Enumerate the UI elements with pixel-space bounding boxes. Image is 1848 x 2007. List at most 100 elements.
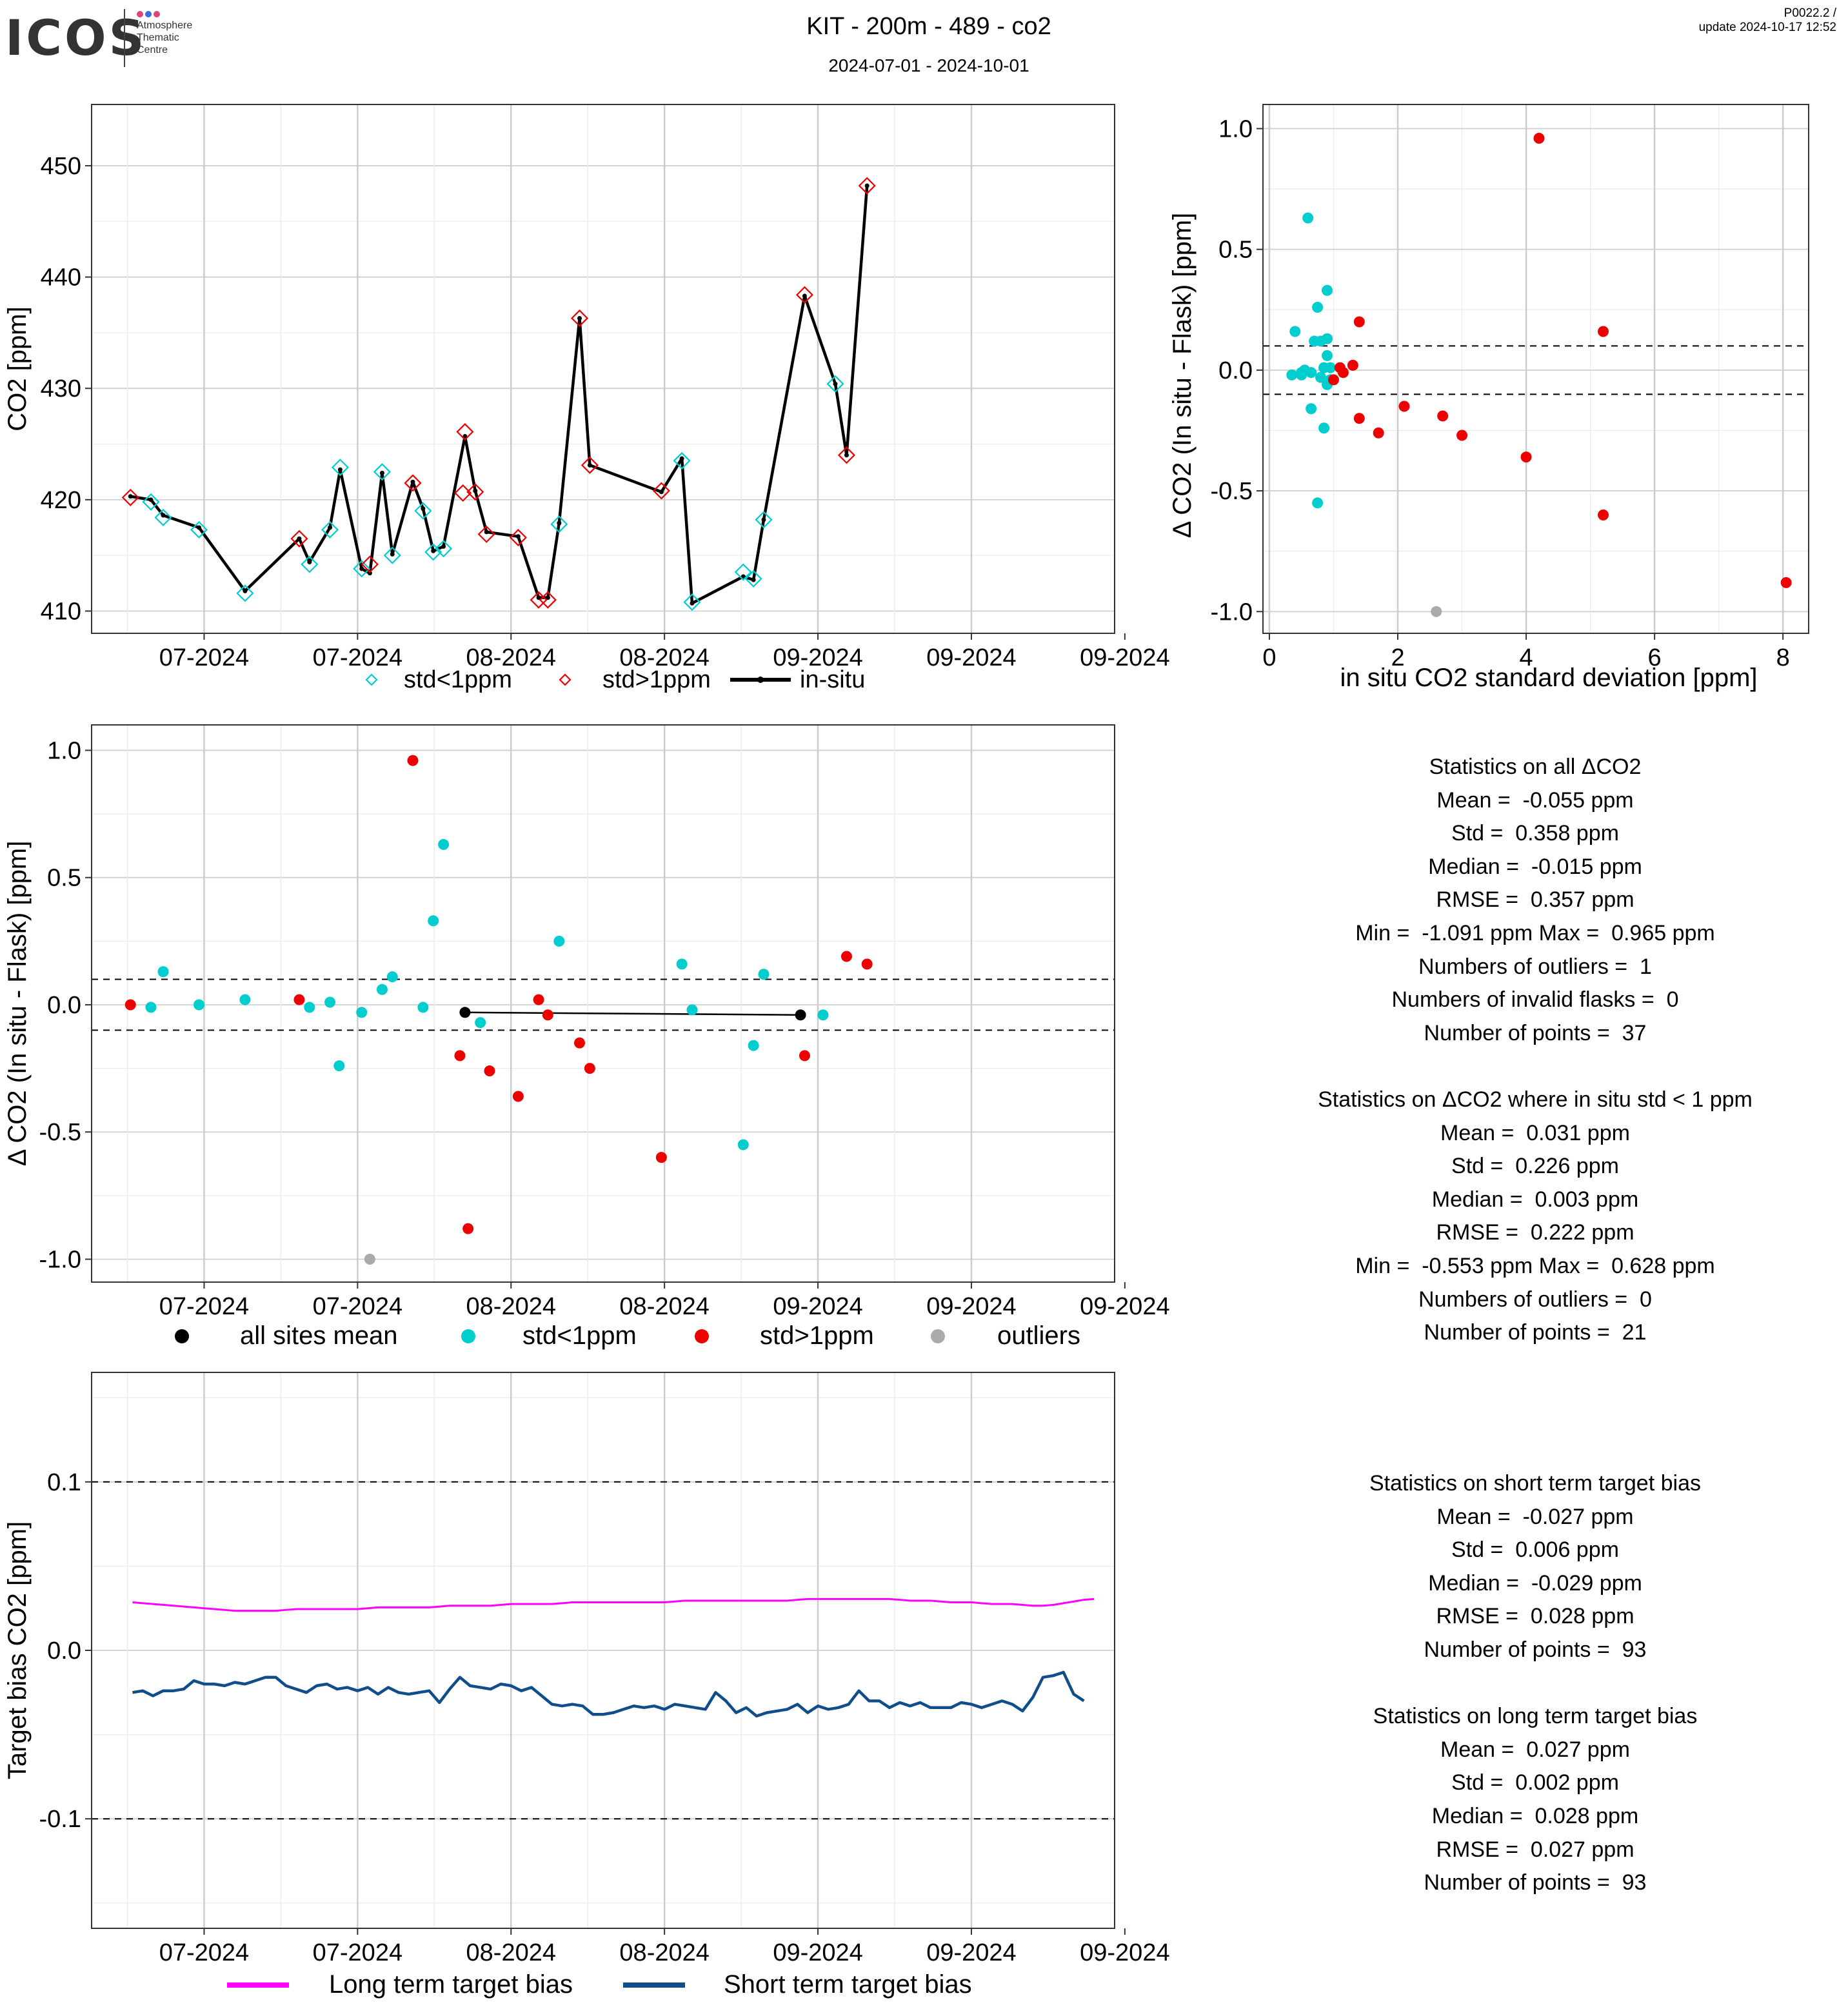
legend-long-term-label: Long term target bias <box>329 1970 573 1999</box>
diff-legend-marker <box>931 1329 945 1343</box>
diff-point <box>584 1063 595 1074</box>
diff-frame <box>91 724 1115 1283</box>
ts-flask-diamond <box>826 375 844 393</box>
page-title: KIT - 200m - 489 - co2 <box>806 13 1051 40</box>
ts-flask-diamond <box>652 482 670 500</box>
diff-y-tick-label: -0.5 <box>39 1119 81 1146</box>
page-subtitle: 2024-07-01 - 2024-10-01 <box>828 55 1029 75</box>
scatter-point <box>1322 350 1333 361</box>
stats-line: Min = -0.553 ppm Max = 0.628 ppm <box>1355 1253 1715 1278</box>
ts-insitu-point <box>367 571 372 576</box>
diff-point <box>376 984 388 995</box>
legend-insitu-label: in-situ <box>800 666 865 693</box>
ts-insitu-point <box>761 517 766 522</box>
ts-flask-diamond <box>190 520 208 539</box>
diff-point <box>428 915 439 927</box>
stats-line: RMSE = 0.222 ppm <box>1436 1220 1634 1245</box>
scatter-point <box>1318 422 1330 434</box>
ts-flask-diamond <box>290 529 308 548</box>
diff-legend-label: std<1ppm <box>522 1321 637 1350</box>
legend-std-lt-1-diamond <box>365 673 378 686</box>
diff-y-tick-label: 0.0 <box>47 992 81 1019</box>
ts-flask-diamond <box>673 451 691 470</box>
stats-line: Number of points = 93 <box>1424 1637 1647 1662</box>
diff-legend-marker <box>461 1329 475 1343</box>
ts-flask-diamond <box>383 546 401 564</box>
diff-legend-label: all sites mean <box>240 1321 398 1350</box>
scatter-point <box>1598 326 1609 337</box>
version-code: P0022.2 / <box>1783 6 1836 20</box>
ts-flask-diamond <box>404 474 422 492</box>
ts-flask-diamond <box>435 540 453 558</box>
ts-insitu-point <box>390 551 395 557</box>
icos-logo: ICOS <box>5 9 147 66</box>
ts-y-tick-label: 410 <box>41 598 81 625</box>
stats-line: Number of points = 37 <box>1424 1020 1647 1045</box>
scatter-point <box>1312 497 1324 509</box>
ts-insitu-point <box>577 315 582 321</box>
ts-insitu-point <box>328 525 333 530</box>
stats-line: Std = 0.002 ppm <box>1451 1770 1619 1795</box>
diff-point <box>293 994 305 1005</box>
bias-frame <box>91 1372 1115 1929</box>
ts-flask-diamond <box>466 483 484 501</box>
legend-std-lt-1-label: std<1ppm <box>404 666 512 693</box>
diff-point <box>542 1009 553 1021</box>
bias-x-tick-label: 07-2024 <box>159 1939 249 1966</box>
diff-y-tick-label: 0.5 <box>47 865 81 892</box>
ts-flask-diamond <box>581 456 599 474</box>
diff-point <box>386 971 398 983</box>
ts-flask-diamond <box>456 422 474 441</box>
ts-insitu-point <box>243 588 248 593</box>
ts-flask-diamond <box>236 584 254 602</box>
diff-point <box>356 1007 368 1018</box>
stats-line: Std = 0.226 ppm <box>1451 1154 1619 1179</box>
ts-insitu-point <box>536 595 541 600</box>
stats-line <box>1238 1050 1832 1083</box>
ts-flask-diamond <box>414 502 432 520</box>
stats-line: RMSE = 0.028 ppm <box>1436 1604 1634 1629</box>
ts-flask-diamond <box>550 515 568 533</box>
ts-insitu-point <box>197 525 202 530</box>
ts-insitu-point <box>410 479 415 484</box>
ts-y-tick-label: 420 <box>41 487 81 514</box>
bias-x-tick-label: 08-2024 <box>619 1939 709 1966</box>
diff-y-tick-label: 1.0 <box>47 737 81 764</box>
stats-line: Numbers of outliers = 0 <box>1418 1287 1652 1312</box>
stats-line: Numbers of outliers = 1 <box>1418 954 1652 979</box>
scatter-x-tick-label: 8 <box>1776 644 1790 671</box>
ts-insitu-point <box>557 520 562 526</box>
bias-x-tick-label: 09-2024 <box>926 1939 1016 1966</box>
stats-line: Mean = 0.031 ppm <box>1440 1120 1630 1145</box>
stats-target-bias: Statistics on short term target bias Mean… <box>1238 1467 1832 1900</box>
ts-flask-diamond <box>121 488 139 506</box>
logo-divider <box>124 9 125 67</box>
stats-line: Std = 0.006 ppm <box>1451 1537 1619 1563</box>
diff-point <box>748 1040 759 1051</box>
scatter-point <box>1780 577 1792 588</box>
ts-insitu-line <box>130 185 869 605</box>
scatter-point <box>1322 333 1333 344</box>
ts-insitu-point <box>484 529 489 535</box>
update-timestamp: update 2024-10-17 12:52 <box>1698 21 1836 34</box>
diff-point <box>758 969 770 980</box>
diff-x-tick-label: 07-2024 <box>313 1293 402 1320</box>
stats-line: Min = -1.091 ppm Max = 0.965 ppm <box>1355 920 1715 945</box>
ts-x-tick-label: 09-2024 <box>926 644 1016 671</box>
diff-legend-label: outliers <box>997 1321 1080 1350</box>
scatter-x-tick-label: 2 <box>1391 644 1404 671</box>
diff-point <box>861 958 873 970</box>
ts-flask-diamond <box>795 286 813 304</box>
ts-insitu-point <box>864 183 869 188</box>
scatter-point <box>1347 359 1358 371</box>
legend-std-gt-1-label: std>1ppm <box>602 666 711 693</box>
legend-short-term-label: Short term target bias <box>724 1970 972 1999</box>
bias-series-line <box>132 1597 1095 1612</box>
ts-insitu-point <box>587 462 592 468</box>
diff-point <box>840 951 852 962</box>
stats-line: Numbers of invalid flasks = 0 <box>1391 987 1679 1013</box>
stats-line: Median = 0.003 ppm <box>1431 1187 1639 1212</box>
diff-x-tick-label: 09-2024 <box>926 1293 1016 1320</box>
scatter-point <box>1306 403 1317 415</box>
legend-insitu-point <box>757 677 764 683</box>
